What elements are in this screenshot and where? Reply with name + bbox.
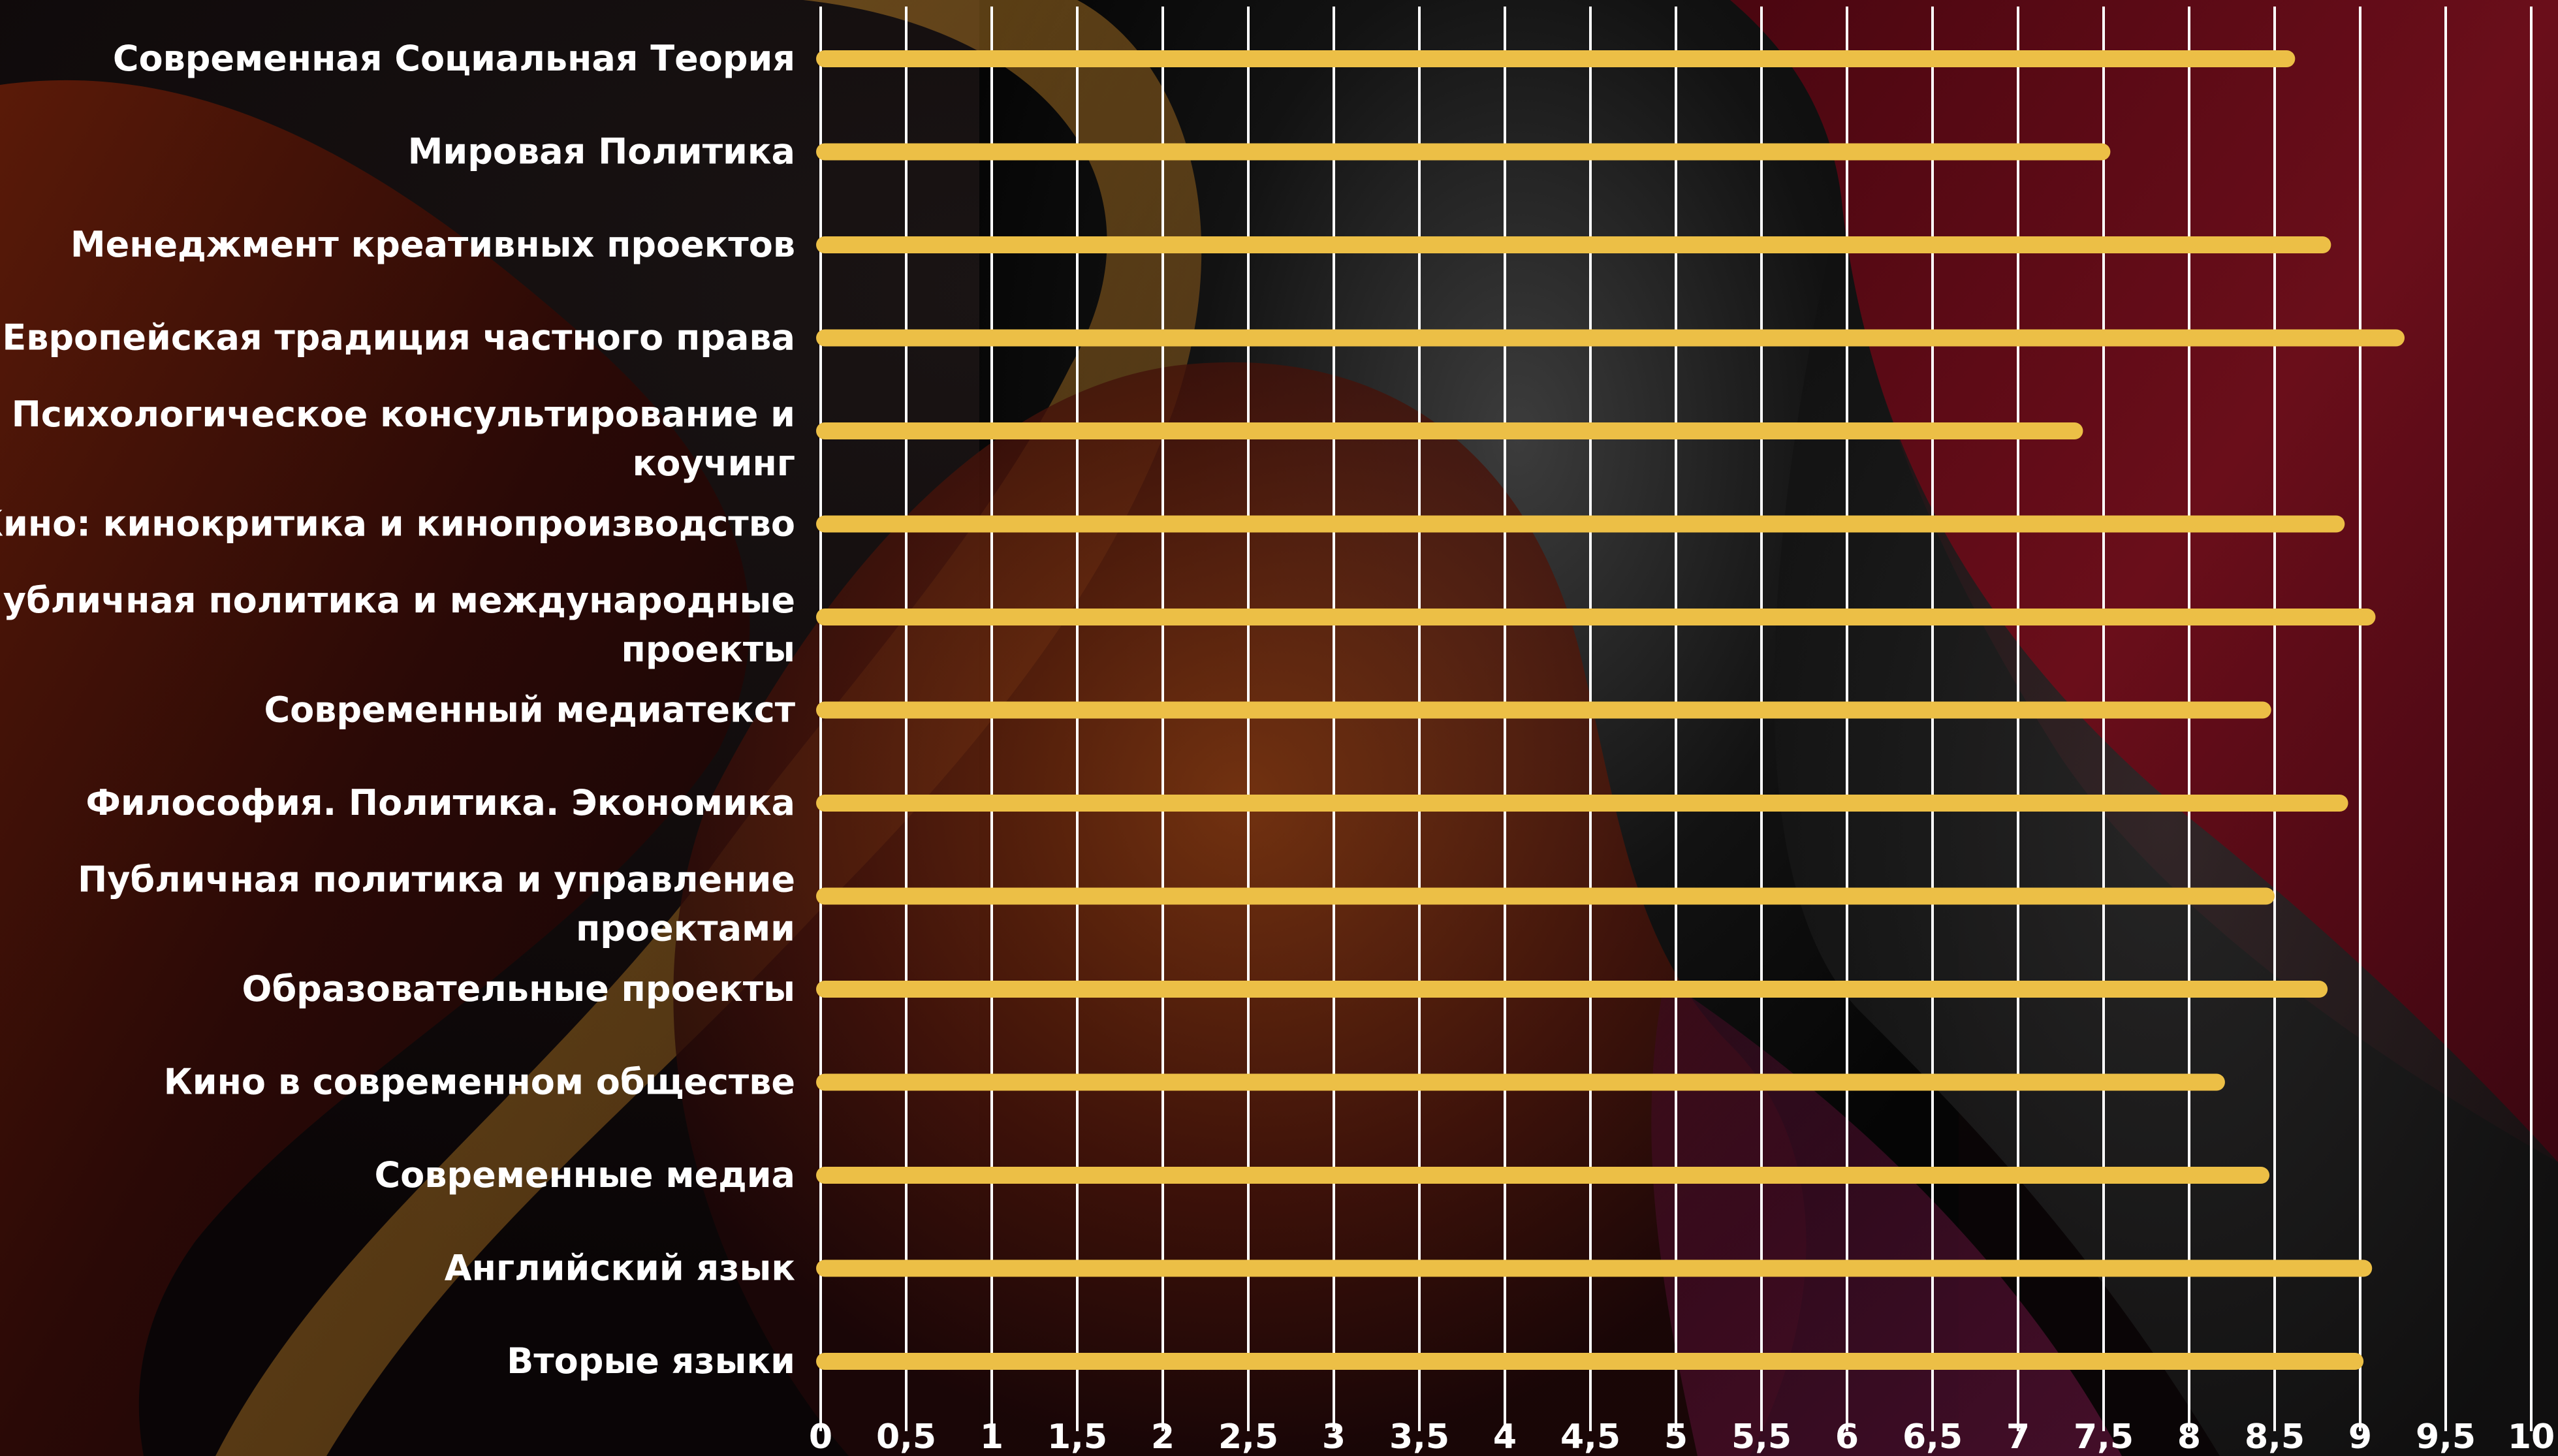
category-label: Психологическое консультирование и коучин… — [12, 394, 795, 484]
x-tick-label: 6,5 — [1903, 1417, 1963, 1456]
category-label: Публичная политика и управление проектами — [78, 859, 795, 949]
x-tick-label: 2 — [1151, 1417, 1175, 1456]
x-tick-label: 1 — [980, 1417, 1003, 1456]
x-tick-label: 5 — [1664, 1417, 1688, 1456]
x-tick-label: 0,5 — [876, 1417, 936, 1456]
x-tick-label: 4 — [1493, 1417, 1517, 1456]
x-tick-label: 8 — [2177, 1417, 2201, 1456]
x-tick-label: 7 — [2006, 1417, 2030, 1456]
category-label: Кино: кинокритика и кинопроизводство — [0, 503, 795, 545]
category-label: Кино в современном обществе — [164, 1062, 795, 1103]
category-label: Европейская традиция частного права — [2, 317, 795, 358]
x-tick-label: 7,5 — [2074, 1417, 2134, 1456]
category-label: Вторые языки — [507, 1340, 795, 1382]
x-tick-label: 1,5 — [1047, 1417, 1107, 1456]
x-tick-label: 9,5 — [2416, 1417, 2476, 1456]
x-tick-label: 3,5 — [1389, 1417, 1449, 1456]
category-label: Образовательные проекты — [242, 968, 795, 1009]
bars — [816, 50, 2405, 1370]
x-tick-label: 3 — [1322, 1417, 1346, 1456]
x-tick-label: 0 — [809, 1417, 832, 1456]
x-tick-label: 6 — [1835, 1417, 1859, 1456]
category-label: Английский язык — [445, 1248, 795, 1289]
category-label: Современные медиа — [375, 1154, 795, 1195]
category-label: Менеджмент креативных проектов — [71, 224, 795, 265]
x-tick-label: 5,5 — [1731, 1417, 1792, 1456]
x-tick-label: 9 — [2348, 1417, 2372, 1456]
category-labels: Современная Социальная Теория Мировая Пол… — [0, 38, 796, 1382]
x-tick-label: 4,5 — [1560, 1417, 1620, 1456]
x-tick-label: 2,5 — [1218, 1417, 1278, 1456]
category-label: Философия. Политика. Экономика — [86, 782, 795, 823]
category-label: Публичная политика и международные проект… — [0, 580, 795, 670]
category-label: Современный медиатекст — [264, 689, 795, 731]
category-label: Мировая Политика — [408, 131, 795, 172]
category-label: Современная Социальная Теория — [113, 38, 795, 79]
x-axis-tick-labels: 0 0,5 1 1,5 2 2,5 3 3,5 4 4,5 5 5,5 6 6,5 7 7,5 8 8,5 9 9,5… — [809, 1417, 2555, 1456]
x-tick-label: 8,5 — [2245, 1417, 2305, 1456]
x-tick-label: 10 — [2508, 1417, 2555, 1456]
grid-lines — [819, 7, 2533, 1431]
